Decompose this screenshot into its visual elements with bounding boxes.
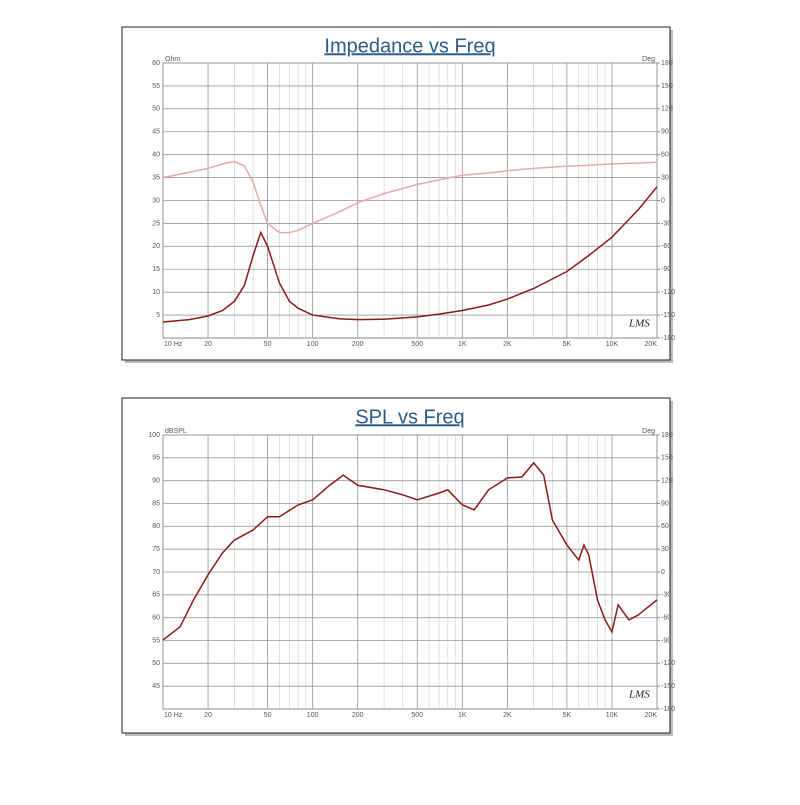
y-tick-label: 30 [152,197,160,204]
x-tick-label: 1K [458,712,467,719]
y-tick-label: 25 [152,220,160,227]
y-tick-label: 60 [152,60,160,67]
y2-tick-label: 30 [661,174,669,181]
watermark: LMS [628,318,650,330]
y2-tick-label: -60 [661,243,671,250]
y2-tick-label: 150 [661,455,673,462]
y-tick-label: 70 [152,569,160,576]
series-line [162,186,658,323]
y-tick-label: 50 [152,106,160,113]
x-tick-label: 50 [264,712,272,719]
y-tick-label: 90 [152,478,160,485]
y-tick-label: 85 [152,500,160,507]
y2-tick-label: -90 [661,266,671,273]
y2-tick-label: -120 [661,660,675,667]
x-tick-label: 100 [307,712,319,719]
y-tick-label: 55 [152,637,160,644]
y2-tick-label: -60 [661,615,671,622]
y2-tick-label: 0 [661,569,665,576]
y2-tick-label: 90 [661,129,669,136]
y2-tick-label: -180 [661,335,675,342]
y-tick-label: 95 [152,455,160,462]
x-tick-label: 10 Hz [164,712,183,719]
y2-tick-label: -150 [661,683,675,690]
y-axis-label: Ohm [165,56,180,63]
y-tick-label: 5 [156,312,160,319]
chart-title: SPL vs Freq [355,406,464,428]
y2-tick-label: 120 [661,106,673,113]
x-tick-label: 1K [458,341,467,348]
x-tick-label: 500 [411,712,423,719]
x-tick-label: 2K [503,341,512,348]
x-tick-label: 500 [411,341,423,348]
y2-tick-label: 0 [661,197,665,204]
x-tick-label: 10K [606,341,619,348]
x-tick-label: 5K [563,341,572,348]
x-tick-label: 100 [307,341,319,348]
y-tick-label: 45 [152,129,160,136]
y-tick-label: 50 [152,660,160,667]
y-tick-label: 55 [152,83,160,90]
y-tick-label: 80 [152,523,160,530]
y2-tick-label: 120 [661,478,673,485]
y2-tick-label: -90 [661,637,671,644]
x-tick-label: 10K [606,712,619,719]
y2-tick-label: 150 [661,83,673,90]
chart-title: Impedance vs Freq [324,35,495,57]
x-tick-label: 2K [503,712,512,719]
y-tick-label: 40 [152,152,160,159]
y2-tick-label: 60 [661,152,669,159]
y2-tick-label: -30 [661,220,671,227]
y2-tick-label: 180 [661,60,673,67]
watermark: LMS [628,689,650,701]
y-tick-label: 10 [152,289,160,296]
series-line [162,461,658,641]
y2-tick-label: 90 [661,500,669,507]
x-tick-label: 20K [645,341,658,348]
y-axis-label: dBSPL [165,428,187,435]
y-tick-label: 45 [152,683,160,690]
y-tick-label: 15 [152,266,160,273]
x-tick-label: 200 [352,341,364,348]
y-tick-label: 60 [152,615,160,622]
series-line [162,160,658,234]
x-tick-label: 20 [204,341,212,348]
y-tick-label: 65 [152,592,160,599]
y2-tick-label: -30 [661,592,671,599]
x-tick-label: 200 [352,712,364,719]
y-tick-label: 100 [148,432,160,439]
y2-tick-label: -120 [661,289,675,296]
x-tick-label: 20 [204,712,212,719]
y2-tick-label: 60 [661,523,669,530]
x-tick-label: 10 Hz [164,341,183,348]
y-tick-label: 75 [152,546,160,553]
y2-axis-label: Deg [642,428,655,435]
y2-tick-label: 30 [661,546,669,553]
x-tick-label: 50 [264,341,272,348]
y2-tick-label: -180 [661,706,675,713]
x-tick-label: 20K [645,712,658,719]
y-tick-label: 20 [152,243,160,250]
y2-axis-label: Deg [642,56,655,63]
x-tick-label: 5K [563,712,572,719]
y2-tick-label: 180 [661,432,673,439]
y2-tick-label: -150 [661,312,675,319]
y-tick-label: 35 [152,174,160,181]
